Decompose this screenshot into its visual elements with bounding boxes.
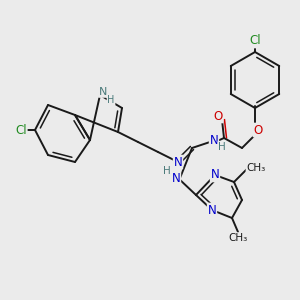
Text: CH₃: CH₃ <box>228 233 248 243</box>
Text: N: N <box>99 87 107 97</box>
Text: H: H <box>107 95 115 105</box>
Text: Cl: Cl <box>249 34 261 47</box>
Text: N: N <box>210 134 218 146</box>
Text: H: H <box>163 166 171 176</box>
Text: Cl: Cl <box>15 124 27 136</box>
Text: H: H <box>218 142 226 152</box>
Text: CH₃: CH₃ <box>246 163 266 173</box>
Text: O: O <box>213 110 223 122</box>
Text: O: O <box>254 124 262 136</box>
Text: N: N <box>208 203 216 217</box>
Text: N: N <box>174 155 182 169</box>
Text: N: N <box>172 172 180 184</box>
Text: N: N <box>211 169 219 182</box>
